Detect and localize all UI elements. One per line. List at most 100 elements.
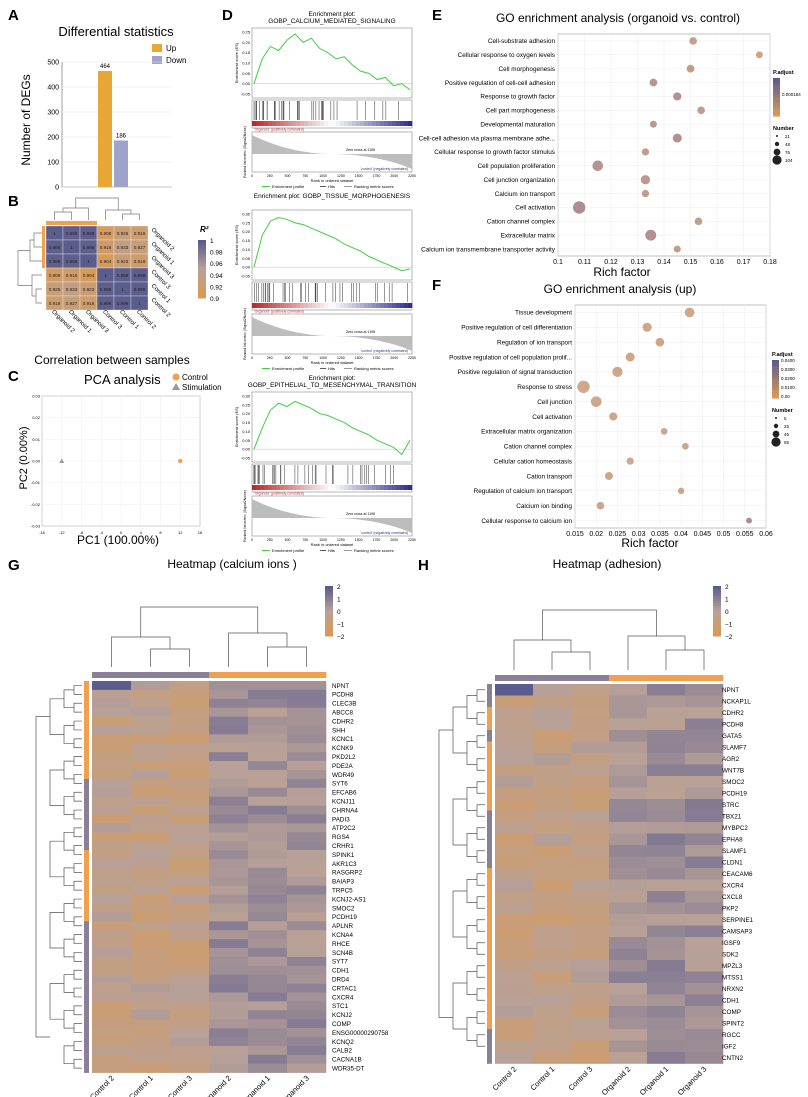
- heatmap-cell: [287, 698, 327, 708]
- heatmap-cell: [170, 698, 210, 708]
- heatmap-cell: [209, 956, 249, 967]
- rank-gradient: [264, 485, 269, 490]
- heatmap-cell: [248, 939, 288, 949]
- heatmap-cell: [92, 743, 132, 753]
- heatmap-cell: [685, 937, 724, 949]
- heatmap-cell: [170, 921, 210, 931]
- colorbar-segment: [198, 248, 206, 253]
- rank-gradient: [256, 303, 261, 308]
- heatmap-cell: [170, 948, 210, 958]
- dendrogram-branch: [476, 1011, 485, 1024]
- dendrogram-branch: [122, 213, 140, 220]
- term-label: Positive regulation of cell differentiat…: [461, 325, 572, 332]
- colorbar-segment: [713, 628, 721, 632]
- heatmap-cell: [131, 805, 171, 815]
- row-group-bar: [84, 939, 89, 949]
- heatmap-cell: [533, 776, 572, 788]
- colorbar-segment: [198, 280, 206, 284]
- enrichment-dot: [682, 442, 689, 450]
- heatmap-cell: [685, 1052, 724, 1064]
- colorbar-segment: [325, 623, 333, 627]
- es-tick-label: 0.10: [242, 429, 251, 434]
- heatmap-cell: [533, 983, 572, 995]
- column-label: Organoid 3: [676, 1065, 709, 1097]
- column-label: Organoid 3: [278, 1074, 311, 1097]
- colorbar-segment: [772, 372, 779, 375]
- rank-gradient: [352, 121, 357, 126]
- heatmap-cell: [495, 741, 534, 754]
- heatmap-cell: [209, 805, 249, 815]
- enrichment-dot: [673, 245, 681, 253]
- heatmap-cell: [685, 914, 724, 926]
- rank-gradient: [348, 485, 353, 490]
- heatmap-cell: [92, 850, 132, 860]
- heatmap-cell: [92, 752, 132, 762]
- heatmap-cell: [131, 939, 171, 949]
- cell-value-label: 0.927: [66, 301, 78, 306]
- row-group-bar: [487, 948, 492, 961]
- row-group-bar: [84, 983, 89, 993]
- y-tick-label: -0.02: [31, 502, 41, 507]
- heatmap-cell: [170, 930, 210, 940]
- column-label: Organoid 1: [638, 1065, 671, 1097]
- colorbar-tick: 1: [337, 597, 341, 604]
- heatmap-cell: [248, 814, 288, 824]
- heatmap-cell: [170, 707, 210, 717]
- heatmap-cell: [685, 994, 724, 1007]
- term-label: Cell junction organization: [484, 177, 556, 184]
- rank-gradient: [368, 485, 373, 490]
- colorbar-segment: [773, 106, 780, 110]
- heatmap-cell: [647, 1040, 686, 1053]
- es-tick-label: 0.30: [242, 394, 251, 399]
- enrichment-dot: [642, 322, 652, 332]
- heatmap-cell: [533, 879, 572, 892]
- cell-value-label: 0.927: [134, 245, 146, 250]
- heatmap-cell: [533, 856, 572, 869]
- heatmap-cell: [170, 859, 210, 869]
- colorbar-segment: [198, 277, 206, 282]
- x-tick-label: 0.17: [737, 259, 751, 266]
- dendrogram-branch: [551, 651, 591, 670]
- heatmap-cell: [647, 833, 686, 846]
- y-tick-label: 0.02: [32, 415, 41, 420]
- heatmap-cell: [287, 725, 327, 735]
- column-label: Control 1: [127, 1074, 155, 1097]
- rank-tick-label: 1500: [355, 538, 363, 542]
- heatmap-cell: [287, 1019, 327, 1029]
- heatmap-cell: [685, 971, 724, 984]
- gene-label: MYBPC2: [722, 825, 748, 832]
- x-tick-label: 0.15: [684, 259, 698, 266]
- gene-label: WNT7B: [722, 768, 744, 775]
- dendrogram-branch: [73, 1023, 82, 1033]
- rank-tick-label: 1750: [373, 174, 381, 178]
- group-bar: [46, 221, 97, 225]
- colorbar-segment: [773, 102, 780, 105]
- heatmap-cell: [685, 741, 724, 754]
- heatmap-cell: [248, 1045, 288, 1056]
- heatmap-cell: [495, 845, 534, 857]
- rank-tick-label: 1250: [337, 356, 345, 360]
- gene-label: TRPC5: [332, 887, 353, 894]
- rank-gradient: [292, 303, 297, 308]
- gene-label: PCDH19: [332, 914, 357, 921]
- rank-tick-label: 1250: [337, 174, 345, 178]
- heatmap-cell: [131, 974, 171, 984]
- gene-label: CDHR2: [722, 710, 744, 717]
- column-group-bar: [170, 672, 210, 678]
- heatmap-cell: [287, 1037, 327, 1047]
- rank-gradient: [340, 485, 345, 490]
- heatmap-cell: [92, 894, 132, 904]
- heatmap-cell: [647, 948, 686, 961]
- heatmap-cell: [685, 960, 724, 972]
- column-group-bar: [571, 675, 610, 681]
- panel-label-e: E: [432, 7, 442, 24]
- zero-cross-label: Zero cross at 1198: [346, 512, 375, 516]
- heatmap-cell: [248, 850, 288, 860]
- heatmap-cell: [287, 859, 327, 869]
- row-group-bar: [84, 1001, 89, 1011]
- dendrogram-branch: [140, 606, 259, 637]
- gene-label: SYT7: [332, 959, 348, 966]
- heatmap-cell: [92, 778, 132, 789]
- heatmap-cell: [248, 778, 288, 789]
- rank-gradient: [284, 485, 289, 490]
